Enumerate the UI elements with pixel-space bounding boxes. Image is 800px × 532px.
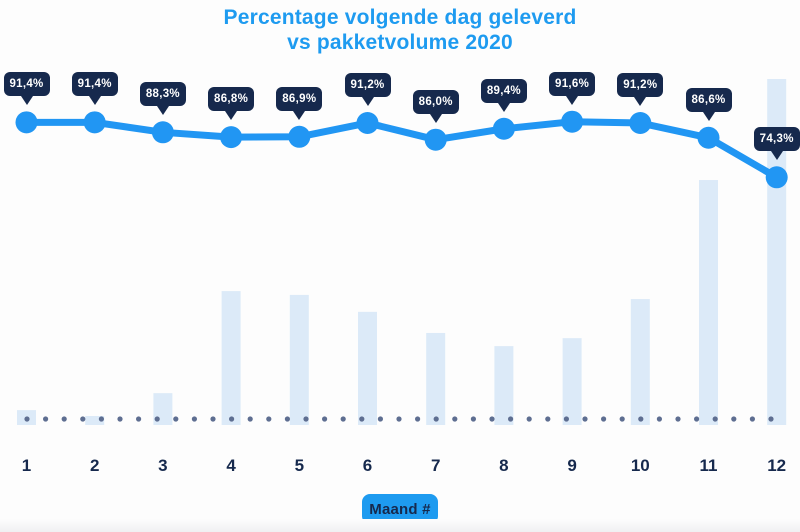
data-point-month-4 <box>220 126 243 149</box>
baseline-dot <box>266 416 272 422</box>
data-point-month-9 <box>561 110 584 133</box>
data-label-bubble-month-8: 89,4% <box>480 78 527 112</box>
x-tick-4: 4 <box>226 456 236 475</box>
x-tick-6: 6 <box>362 456 373 475</box>
volume-bar-month-2 <box>85 416 105 425</box>
baseline-dot <box>24 416 30 422</box>
data-point-month-11 <box>697 126 720 149</box>
baseline-dot <box>675 416 681 422</box>
x-tick-12: 12 <box>767 456 787 475</box>
data-point-month-10 <box>629 111 652 134</box>
baseline-dots <box>24 416 774 422</box>
chart-title-line2: vs pakketvolume 2020 <box>287 31 513 54</box>
baseline-dot <box>43 416 49 422</box>
data-point-month-3 <box>151 121 174 144</box>
volume-bar-month-5 <box>289 294 309 425</box>
volume-bar-month-7 <box>426 332 446 425</box>
baseline-dot <box>210 416 216 422</box>
baseline-dot <box>508 416 514 422</box>
baseline-dot <box>452 416 458 422</box>
baseline-dot <box>749 416 756 422</box>
baseline-dot <box>359 416 365 422</box>
baseline-dot <box>638 416 644 422</box>
baseline-dot <box>229 416 235 422</box>
baseline-dot <box>489 416 495 422</box>
baseline-dot <box>582 416 588 422</box>
data-point-markers <box>15 110 788 189</box>
volume-bar-month-9 <box>562 338 582 425</box>
baseline-dot <box>61 416 67 422</box>
baseline-dot <box>247 416 253 422</box>
data-point-month-6 <box>356 111 379 134</box>
data-label-bubble-month-9: 91,6% <box>549 71 596 105</box>
baseline-dot <box>694 416 700 422</box>
x-tick-7: 7 <box>430 456 441 475</box>
baseline-dot <box>80 416 86 422</box>
volume-bars <box>17 79 787 425</box>
baseline-dot <box>712 416 718 422</box>
baseline-dot <box>415 416 421 422</box>
chart-title: Percentage volgende dag geleverd vs pakk… <box>0 5 800 55</box>
data-label-bubble-month-7: 86,0% <box>412 89 459 123</box>
baseline-dot <box>601 416 607 422</box>
bottom-edge-gradient <box>0 519 800 532</box>
volume-bar-month-12 <box>767 79 787 425</box>
chart-title-line1: Percentage volgende dag geleverd <box>223 6 577 29</box>
volume-bar-month-6 <box>358 311 377 425</box>
x-tick-3: 3 <box>158 456 168 475</box>
baseline-dot <box>526 416 532 422</box>
x-tick-5: 5 <box>294 456 305 475</box>
x-tick-2: 2 <box>89 456 100 475</box>
baseline-dot <box>322 416 328 422</box>
data-label-bubble-month-10: 91,2% <box>617 72 664 106</box>
baseline-dot <box>98 416 104 422</box>
volume-bar-month-8 <box>494 346 514 425</box>
x-tick-10: 10 <box>630 456 650 475</box>
baseline-dot <box>656 416 663 422</box>
baseline-dot <box>284 416 290 422</box>
x-tick-1: 1 <box>21 456 32 475</box>
baseline-dot <box>377 416 383 422</box>
baseline-dot <box>117 416 123 422</box>
data-point-month-2 <box>83 111 106 134</box>
baseline-dot <box>563 416 570 422</box>
data-label-bubble-month-1: 91,4% <box>3 72 50 106</box>
baseline-dot <box>619 416 625 422</box>
baseline-dot <box>470 416 476 422</box>
volume-bar-month-10 <box>630 299 650 425</box>
data-label-bubble-month-12: 74,3% <box>753 127 800 161</box>
baseline-dot <box>396 416 402 422</box>
data-point-month-7 <box>424 128 447 151</box>
baseline-dot <box>136 416 142 422</box>
data-label-bubble-month-2: 91,4% <box>71 72 118 106</box>
x-tick-11: 11 <box>699 456 718 475</box>
data-label-bubble-month-5: 86,9% <box>276 86 323 120</box>
x-tick-8: 8 <box>499 456 509 475</box>
data-point-month-8 <box>492 117 515 140</box>
baseline-dot <box>768 416 774 422</box>
baseline-dot <box>154 416 160 422</box>
data-label-bubble-month-6: 91,2% <box>344 72 391 106</box>
volume-bar-month-4 <box>221 291 241 425</box>
data-label-bubble-month-3: 88,3% <box>139 82 186 116</box>
data-label-bubble-month-4: 86,8% <box>208 87 255 121</box>
baseline-dot <box>191 416 197 422</box>
volume-bar-month-11 <box>699 180 718 425</box>
x-tick-9: 9 <box>567 456 577 475</box>
data-point-month-12 <box>765 166 788 189</box>
data-label-bubble-month-11: 86,6% <box>685 87 732 121</box>
data-point-month-1 <box>15 111 38 134</box>
baseline-dot <box>173 416 179 422</box>
baseline-dot <box>731 416 737 422</box>
x-axis-title: Maand # <box>369 500 431 518</box>
baseline-dot <box>545 416 551 422</box>
baseline-dot <box>340 416 346 422</box>
baseline-dot <box>303 416 309 422</box>
trend-line <box>23 118 781 181</box>
data-point-month-5 <box>288 125 311 148</box>
baseline-dot <box>433 416 439 422</box>
